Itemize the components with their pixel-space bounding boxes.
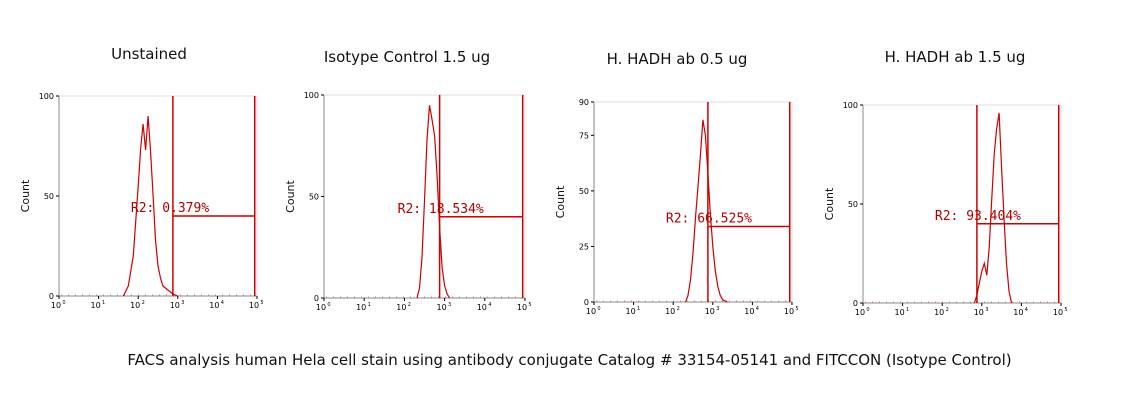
x-tick-label: 10 bbox=[477, 303, 487, 312]
x-tick-label: 10 bbox=[170, 301, 180, 310]
x-tick-exponent: 2 bbox=[408, 302, 411, 308]
x-tick-label: 10 bbox=[784, 307, 794, 316]
x-tick-exponent: 2 bbox=[946, 307, 949, 313]
x-tick-label: 10 bbox=[626, 307, 636, 316]
histogram-trace bbox=[685, 119, 728, 303]
y-tick-label: 90 bbox=[579, 98, 589, 107]
y-tick-label: 75 bbox=[579, 131, 589, 140]
x-tick-label: 10 bbox=[316, 303, 326, 312]
y-tick-label: 25 bbox=[579, 242, 589, 251]
histogram-trace bbox=[122, 115, 179, 297]
x-tick-exponent: 4 bbox=[488, 302, 491, 308]
y-axis-label: Count bbox=[823, 187, 836, 220]
y-tick-label: 100 bbox=[39, 92, 54, 101]
x-tick-label: 10 bbox=[51, 301, 61, 310]
x-tick-label: 10 bbox=[744, 307, 754, 316]
x-tick-exponent: 2 bbox=[677, 306, 680, 312]
panel-title-hadh-0-5: H. HADH ab 0.5 ug bbox=[606, 50, 748, 68]
x-tick-label: 10 bbox=[855, 308, 865, 317]
x-tick-label: 10 bbox=[586, 307, 596, 316]
x-tick-exponent: 3 bbox=[985, 307, 988, 313]
y-tick-label: 0 bbox=[584, 298, 589, 307]
x-tick-exponent: 1 bbox=[637, 306, 640, 312]
x-tick-label: 10 bbox=[209, 301, 219, 310]
x-tick-exponent: 1 bbox=[102, 300, 105, 306]
x-tick-exponent: 4 bbox=[221, 300, 224, 306]
figure-caption: FACS analysis human Hela cell stain usin… bbox=[127, 351, 1012, 369]
x-tick-label: 10 bbox=[130, 301, 140, 310]
x-tick-label: 10 bbox=[1013, 308, 1023, 317]
x-tick-exponent: 0 bbox=[597, 306, 600, 312]
x-tick-exponent: 5 bbox=[1064, 307, 1067, 313]
y-tick-label: 0 bbox=[314, 294, 319, 303]
y-tick-label: 0 bbox=[853, 299, 858, 308]
x-tick-exponent: 1 bbox=[906, 307, 909, 313]
gate-label: R2: 0.379% bbox=[131, 201, 209, 216]
y-axis-label: Count bbox=[554, 185, 567, 218]
x-tick-exponent: 3 bbox=[716, 306, 719, 312]
x-tick-label: 10 bbox=[934, 308, 944, 317]
y-tick-label: 50 bbox=[44, 192, 54, 201]
y-axis-label: Count bbox=[19, 179, 32, 212]
x-tick-exponent: 5 bbox=[795, 306, 798, 312]
gate-label: R2: 18.534% bbox=[398, 202, 484, 217]
x-tick-exponent: 3 bbox=[181, 300, 184, 306]
gate-label: R2: 66.525% bbox=[666, 211, 752, 226]
x-tick-label: 10 bbox=[396, 303, 406, 312]
y-axis-label: Count bbox=[284, 179, 297, 212]
x-tick-exponent: 4 bbox=[1025, 307, 1028, 313]
x-tick-label: 10 bbox=[705, 307, 715, 316]
histogram-trace bbox=[416, 105, 451, 299]
x-tick-exponent: 0 bbox=[327, 302, 330, 308]
x-tick-exponent: 0 bbox=[62, 300, 65, 306]
y-tick-label: 50 bbox=[848, 200, 858, 209]
x-tick-exponent: 5 bbox=[260, 300, 263, 306]
x-tick-exponent: 2 bbox=[142, 300, 145, 306]
x-tick-label: 10 bbox=[437, 303, 447, 312]
y-tick-label: 50 bbox=[579, 187, 589, 196]
x-tick-exponent: 4 bbox=[756, 306, 759, 312]
x-tick-exponent: 0 bbox=[866, 307, 869, 313]
y-tick-label: 100 bbox=[304, 91, 319, 100]
x-tick-exponent: 3 bbox=[448, 302, 451, 308]
x-tick-exponent: 1 bbox=[368, 302, 371, 308]
x-tick-label: 10 bbox=[1053, 308, 1063, 317]
x-tick-label: 10 bbox=[665, 307, 675, 316]
x-tick-label: 10 bbox=[895, 308, 905, 317]
x-tick-label: 10 bbox=[356, 303, 366, 312]
gate-label: R2: 93.404% bbox=[935, 209, 1021, 224]
panel-title-unstained: Unstained bbox=[111, 45, 187, 63]
x-tick-label: 10 bbox=[517, 303, 527, 312]
panel-title-isotype-control: Isotype Control 1.5 ug bbox=[323, 48, 491, 66]
y-tick-label: 0 bbox=[49, 292, 54, 301]
x-tick-label: 10 bbox=[974, 308, 984, 317]
panel-title-hadh-1-5: H. HADH ab 1.5 ug bbox=[884, 48, 1026, 66]
x-tick-exponent: 5 bbox=[528, 302, 531, 308]
y-tick-label: 100 bbox=[843, 101, 858, 110]
x-tick-label: 10 bbox=[91, 301, 101, 310]
y-tick-label: 50 bbox=[309, 193, 319, 202]
x-tick-label: 10 bbox=[249, 301, 259, 310]
histogram-trace bbox=[973, 112, 1013, 304]
